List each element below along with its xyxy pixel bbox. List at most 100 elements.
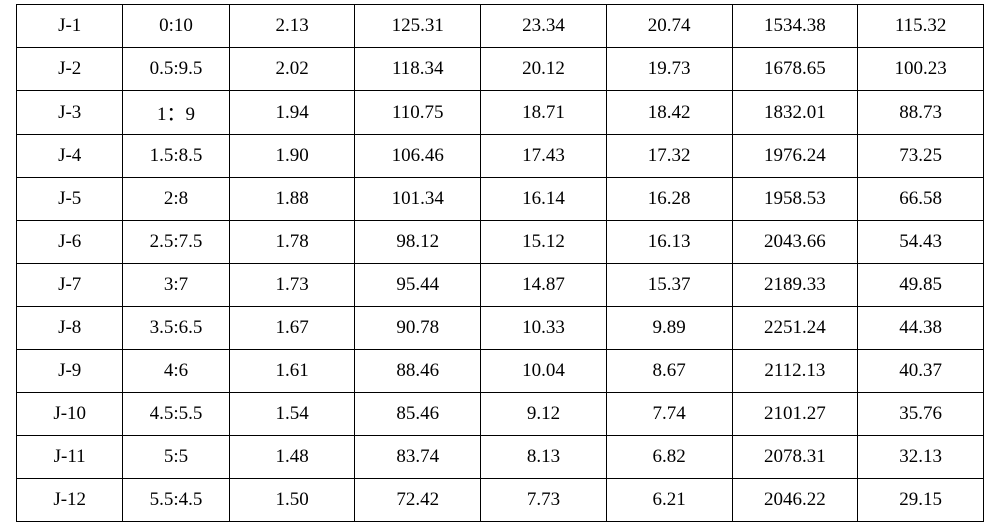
- table-row: J-83.5:6.51.6790.7810.339.892251.2444.38: [17, 307, 984, 350]
- table-cell: 83.74: [355, 436, 481, 479]
- table-cell: 10.33: [481, 307, 607, 350]
- table-row: J-52:81.88101.3416.1416.281958.5366.58: [17, 178, 984, 221]
- table-cell: 7.73: [481, 479, 607, 522]
- table-cell: 1.61: [229, 350, 355, 393]
- table-cell: 98.12: [355, 221, 481, 264]
- table-cell: 20.74: [606, 5, 732, 48]
- table-cell: 90.78: [355, 307, 481, 350]
- table-cell: J-12: [17, 479, 123, 522]
- table-cell: J-10: [17, 393, 123, 436]
- table-cell: 73.25: [858, 135, 984, 178]
- table-cell: 1.94: [229, 91, 355, 135]
- table-cell: 2101.27: [732, 393, 858, 436]
- table-cell: J-11: [17, 436, 123, 479]
- table-cell: 1678.65: [732, 48, 858, 91]
- table-cell: 110.75: [355, 91, 481, 135]
- table-cell: 15.12: [481, 221, 607, 264]
- table-cell: 1832.01: [732, 91, 858, 135]
- table-cell: 32.13: [858, 436, 984, 479]
- table-cell: 10.04: [481, 350, 607, 393]
- table-cell: 72.42: [355, 479, 481, 522]
- table-cell: 6.82: [606, 436, 732, 479]
- table-cell: 66.58: [858, 178, 984, 221]
- table-cell: 2046.22: [732, 479, 858, 522]
- table-row: J-20.5:9.52.02118.3420.1219.731678.65100…: [17, 48, 984, 91]
- table-cell: 88.73: [858, 91, 984, 135]
- table-cell: J-8: [17, 307, 123, 350]
- table-cell: 125.31: [355, 5, 481, 48]
- table-cell: 16.14: [481, 178, 607, 221]
- table-cell: 1534.38: [732, 5, 858, 48]
- table-cell: J-7: [17, 264, 123, 307]
- table-cell: 40.37: [858, 350, 984, 393]
- table-cell: 20.12: [481, 48, 607, 91]
- table-cell: 16.28: [606, 178, 732, 221]
- table-cell: 9.12: [481, 393, 607, 436]
- table-cell: 115.32: [858, 5, 984, 48]
- table-cell: 23.34: [481, 5, 607, 48]
- table-cell: 2189.33: [732, 264, 858, 307]
- table-cell: 1958.53: [732, 178, 858, 221]
- table-cell: 44.38: [858, 307, 984, 350]
- data-table: J-10:102.13125.3123.3420.741534.38115.32…: [16, 4, 984, 522]
- table-cell: 2251.24: [732, 307, 858, 350]
- table-cell: 49.85: [858, 264, 984, 307]
- table-cell: 85.46: [355, 393, 481, 436]
- table-cell: 3.5:6.5: [123, 307, 229, 350]
- table-cell: 88.46: [355, 350, 481, 393]
- table-row: J-41.5:8.51.90106.4617.4317.321976.2473.…: [17, 135, 984, 178]
- table-cell: 101.34: [355, 178, 481, 221]
- table-cell: 1.78: [229, 221, 355, 264]
- table-cell: 1.5:8.5: [123, 135, 229, 178]
- table-cell: 18.42: [606, 91, 732, 135]
- table-cell: 54.43: [858, 221, 984, 264]
- table-row: J-115:51.4883.748.136.822078.3132.13: [17, 436, 984, 479]
- table-cell: 1.88: [229, 178, 355, 221]
- table-cell: 1：9: [123, 91, 229, 135]
- table-cell: 1.73: [229, 264, 355, 307]
- table-cell: J-9: [17, 350, 123, 393]
- table-cell: J-5: [17, 178, 123, 221]
- table-row: J-104.5:5.51.5485.469.127.742101.2735.76: [17, 393, 984, 436]
- table-row: J-31：91.94110.7518.7118.421832.0188.73: [17, 91, 984, 135]
- table-cell: 9.89: [606, 307, 732, 350]
- table-cell: 0.5:9.5: [123, 48, 229, 91]
- table-cell: 8.67: [606, 350, 732, 393]
- table-cell: 7.74: [606, 393, 732, 436]
- table-cell: 17.43: [481, 135, 607, 178]
- table-cell: 0:10: [123, 5, 229, 48]
- table-cell: 5:5: [123, 436, 229, 479]
- table-cell: 4.5:5.5: [123, 393, 229, 436]
- table-row: J-73:71.7395.4414.8715.372189.3349.85: [17, 264, 984, 307]
- table-cell: 2112.13: [732, 350, 858, 393]
- table-cell: 2078.31: [732, 436, 858, 479]
- table-cell: 100.23: [858, 48, 984, 91]
- table-row: J-10:102.13125.3123.3420.741534.38115.32: [17, 5, 984, 48]
- table-cell: 6.21: [606, 479, 732, 522]
- table-cell: 3:7: [123, 264, 229, 307]
- table-cell: 35.76: [858, 393, 984, 436]
- table-cell: 18.71: [481, 91, 607, 135]
- table-cell: 14.87: [481, 264, 607, 307]
- table-cell: 106.46: [355, 135, 481, 178]
- table-cell: 1.54: [229, 393, 355, 436]
- table-cell: 15.37: [606, 264, 732, 307]
- table-cell: 2.13: [229, 5, 355, 48]
- table-cell: 19.73: [606, 48, 732, 91]
- table-cell: J-6: [17, 221, 123, 264]
- table-cell: J-2: [17, 48, 123, 91]
- table-cell: 2.02: [229, 48, 355, 91]
- table-cell: 2043.66: [732, 221, 858, 264]
- table-cell: 1.50: [229, 479, 355, 522]
- table-cell: J-1: [17, 5, 123, 48]
- table-cell: 5.5:4.5: [123, 479, 229, 522]
- table-row: J-125.5:4.51.5072.427.736.212046.2229.15: [17, 479, 984, 522]
- table-cell: 1.67: [229, 307, 355, 350]
- table-cell: 1976.24: [732, 135, 858, 178]
- table-cell: 2:8: [123, 178, 229, 221]
- table-cell: 29.15: [858, 479, 984, 522]
- table-body: J-10:102.13125.3123.3420.741534.38115.32…: [17, 5, 984, 522]
- table-cell: 8.13: [481, 436, 607, 479]
- table-cell: 1.90: [229, 135, 355, 178]
- table-cell: 4:6: [123, 350, 229, 393]
